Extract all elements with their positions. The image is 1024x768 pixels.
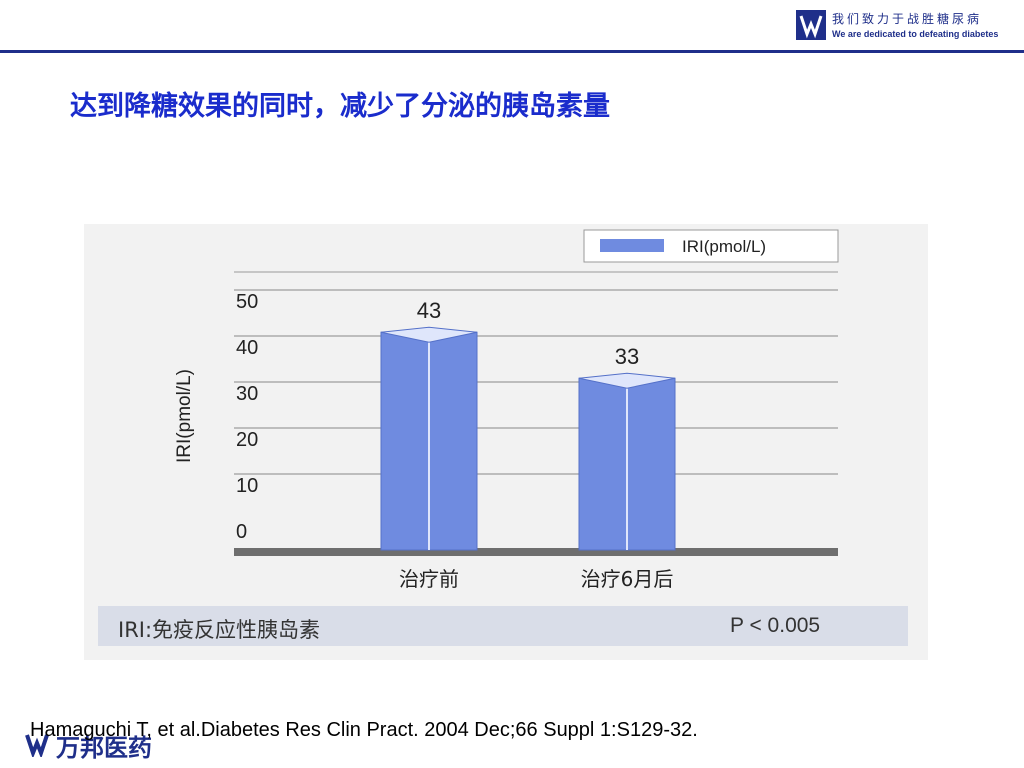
- y-axis-label: IRI(pmol/L): [174, 369, 195, 463]
- y-tick-label: 30: [236, 383, 258, 405]
- slogan-english: We are dedicated to defeating diabetes: [832, 29, 999, 39]
- bar-chart: 0 10 20 30 40 50 IRI(pmol/L) IRI(pmol/L) 43 治疗前 33…: [174, 229, 839, 591]
- legend-swatch: [600, 239, 664, 252]
- legend-label: IRI(pmol/L): [682, 237, 766, 256]
- abbreviation-note: IRI:免疫反应性胰岛素: [118, 618, 321, 642]
- company-name: 万邦医药: [56, 734, 152, 762]
- bar-top: [578, 372, 676, 389]
- wanbang-mark-icon: [25, 734, 49, 757]
- slogan-chinese: 我们致力于战胜糖尿病: [832, 12, 983, 26]
- x-category-label: 治疗前: [399, 567, 459, 591]
- p-value-note: P < 0.005: [730, 614, 821, 637]
- bar-top: [380, 326, 478, 343]
- header-divider: [0, 50, 1024, 53]
- y-tick-label: 0: [236, 521, 247, 543]
- x-category-label: 治疗6月后: [581, 567, 674, 591]
- figure-footnote-bar: IRI:免疫反应性胰岛素 P < 0.005: [98, 606, 908, 646]
- data-label: 43: [417, 298, 441, 323]
- y-tick-label: 20: [236, 429, 258, 451]
- footer-logo: 万邦医药: [24, 728, 184, 762]
- y-tick-label: 50: [236, 291, 258, 313]
- slide-title: 达到降糖效果的同时，减少了分泌的胰岛素量: [70, 91, 610, 122]
- wanbang-logo-icon: [796, 10, 826, 40]
- brand-header: 我们致力于战胜糖尿病 We are dedicated to defeating…: [796, 8, 1016, 44]
- y-tick-label: 10: [236, 475, 258, 497]
- chart-figure: 0 10 20 30 40 50 IRI(pmol/L) IRI(pmol/L) 43 治疗前 33…: [84, 224, 928, 660]
- x-axis-baseline: [234, 548, 838, 556]
- data-label: 33: [615, 344, 639, 369]
- reference-citation: Hamaguchi T, et al.Diabetes Res Clin Pra…: [30, 719, 698, 741]
- y-tick-label: 40: [236, 337, 258, 359]
